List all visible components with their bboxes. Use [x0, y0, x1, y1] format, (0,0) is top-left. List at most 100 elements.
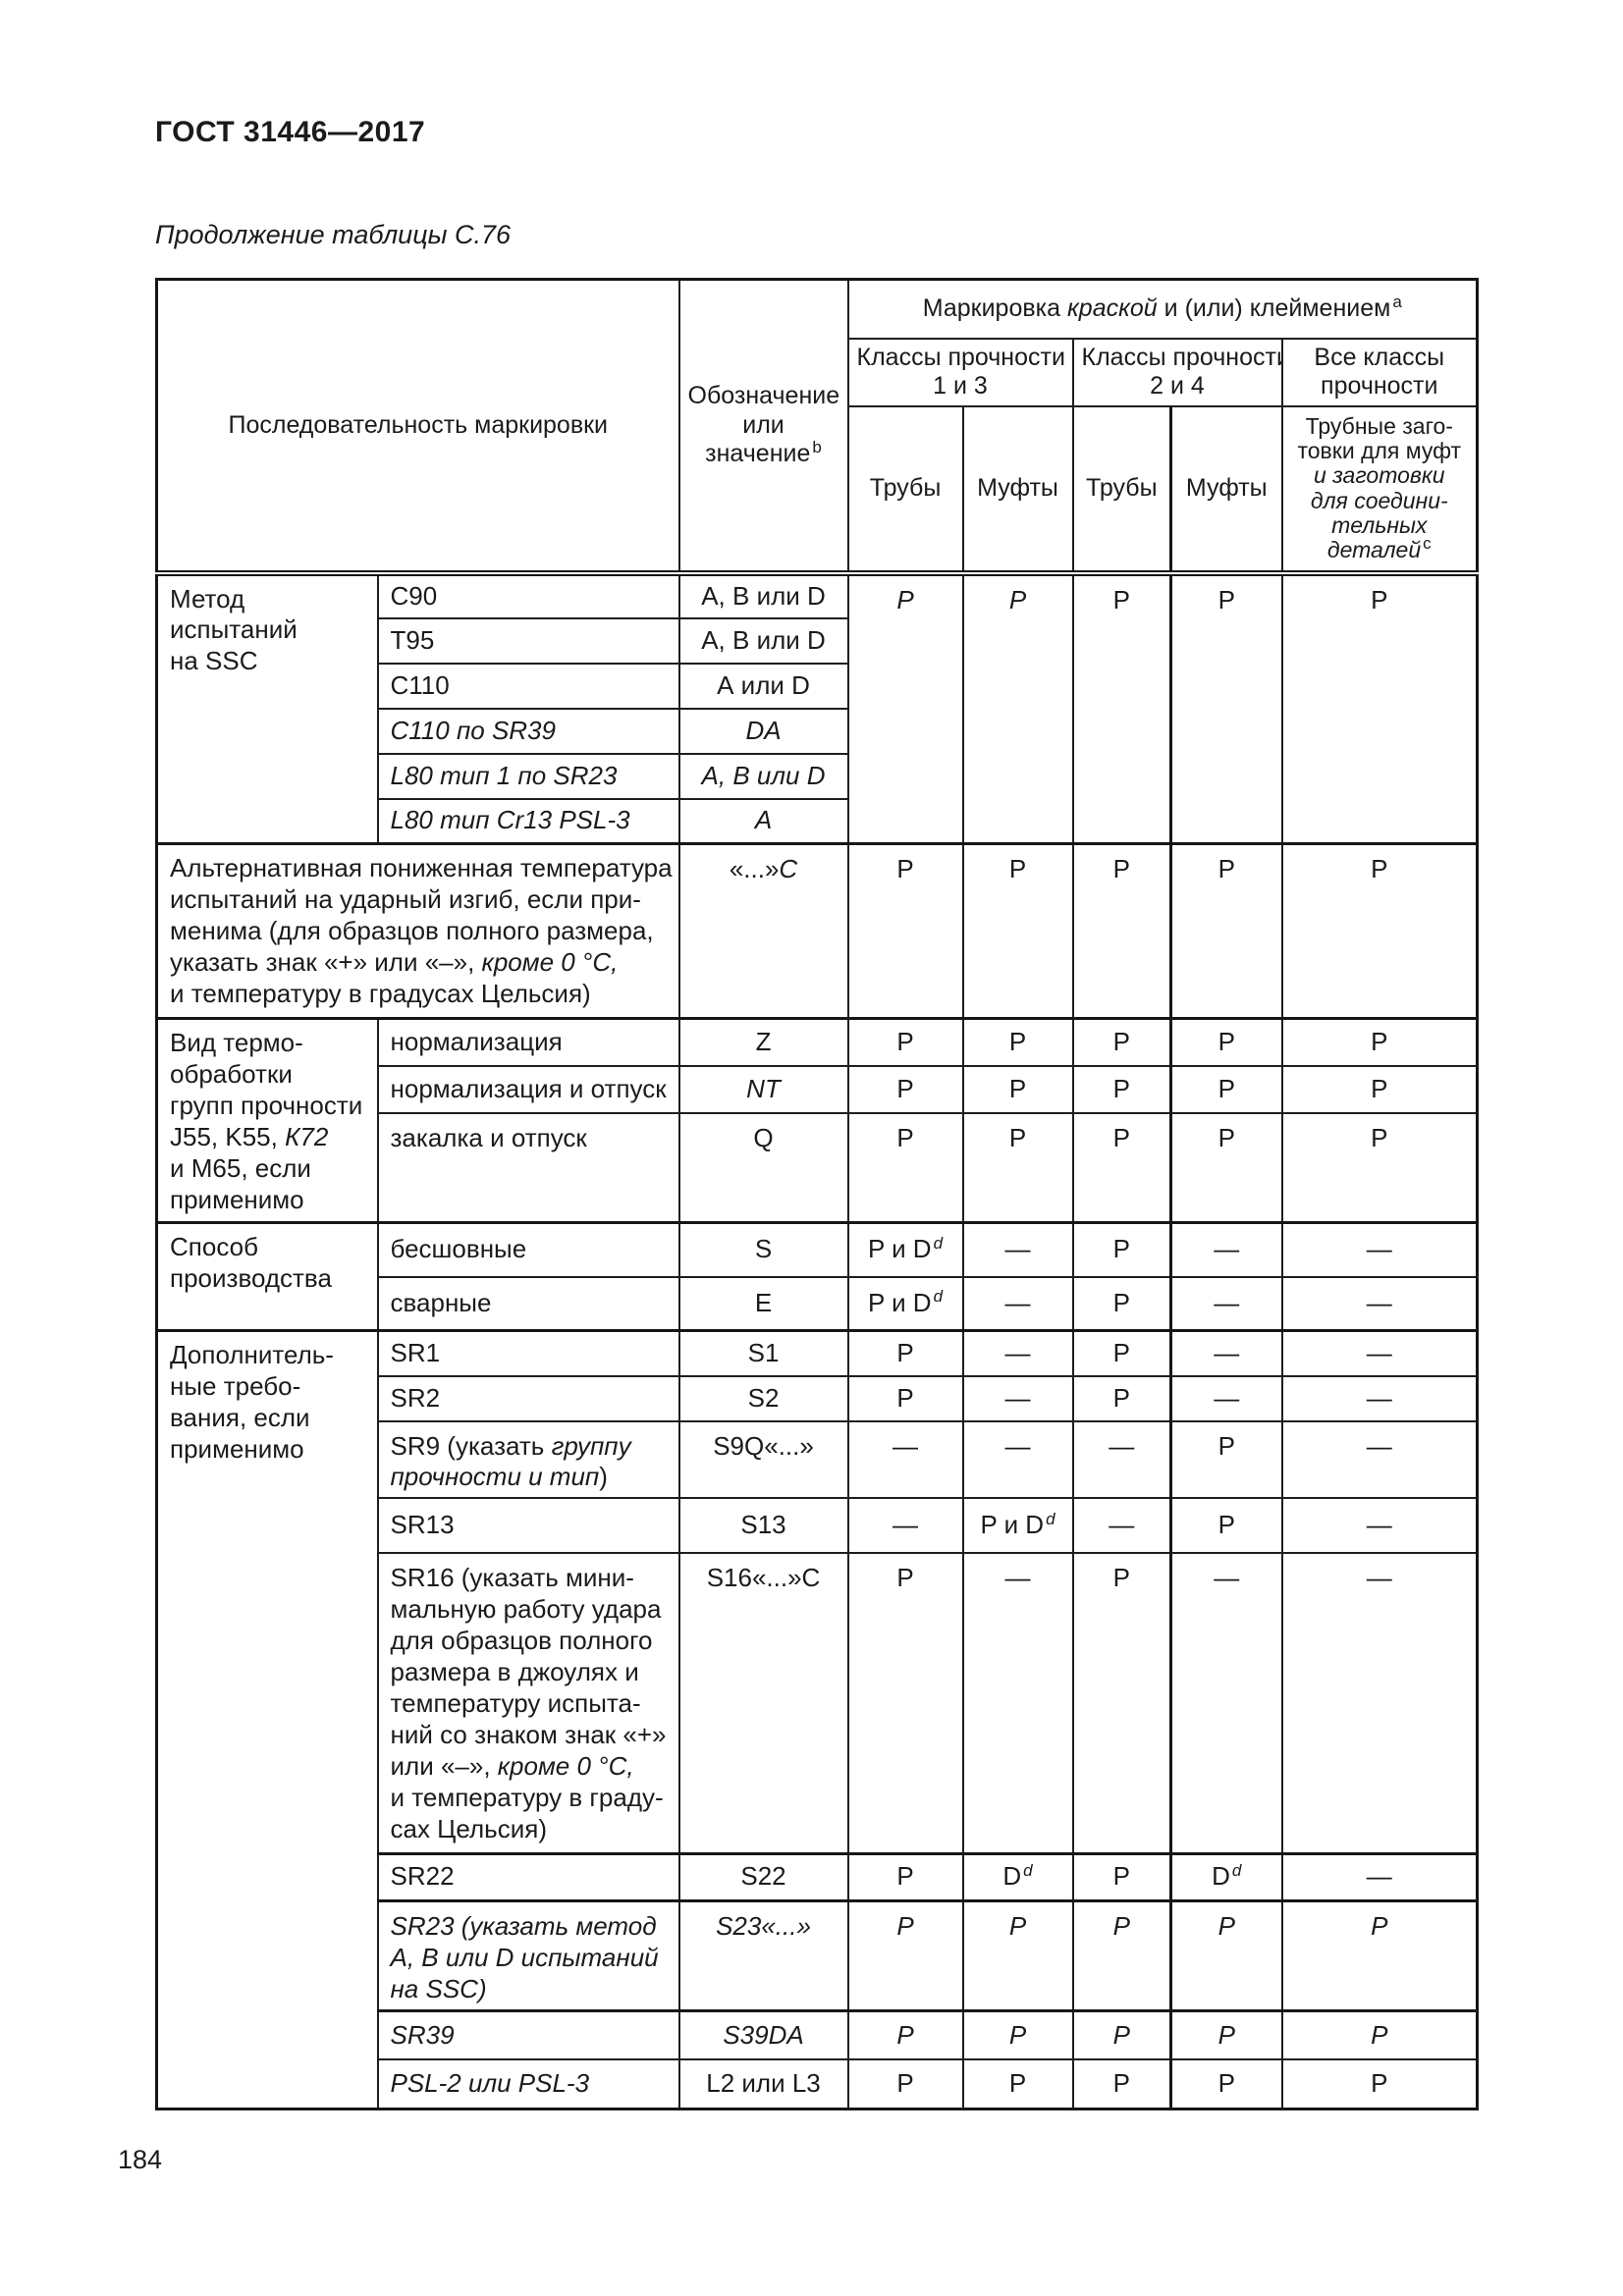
- mark-cell: P: [961, 1017, 1074, 1067]
- mark-cell: P: [846, 1329, 964, 1377]
- group-cell-supplementary-requirements: Дополнитель- ные требо- вания, если прим…: [155, 1329, 379, 2110]
- text-segment: P и D: [867, 1287, 932, 1317]
- value-cell: «...»С: [677, 842, 849, 1020]
- mark-cell: P: [1071, 1851, 1172, 1902]
- text-line: указать знак «+» или «–», кроме 0 °С,: [170, 947, 671, 979]
- header-row-3: Трубы Муфты Трубы Муфты Трубные заго- то…: [157, 404, 1479, 576]
- label-cell: SR13: [376, 1497, 680, 1555]
- header-pipes-2: Трубы: [1071, 404, 1172, 576]
- text-line: прочности: [1321, 372, 1438, 400]
- table-row: PSL-2 или PSL-3 L2 или L3 P P P P P: [157, 2058, 1479, 2110]
- mark-cell: P: [1280, 1111, 1479, 1224]
- mark-cell: P: [1071, 1275, 1172, 1332]
- mark-cell: P: [1280, 2008, 1479, 2061]
- table-row: L80 тип Cr13 PSL-3 А: [157, 797, 1478, 845]
- text-line: температуру испыта-: [390, 1688, 641, 1719]
- value-cell: S2: [677, 1374, 849, 1422]
- mark-cell: —: [1280, 1497, 1479, 1555]
- mark-cell: P: [1280, 2058, 1479, 2110]
- text-line: J55, K55, К72: [170, 1122, 369, 1153]
- table-row: SR2 S2 P — P — —: [157, 1374, 1479, 1422]
- label-cell-alt-temperature: Альтернативная пониженная температура ис…: [155, 842, 680, 1020]
- mark-cell: P: [1169, 1111, 1283, 1224]
- text-line: 2 и 4: [1150, 372, 1205, 400]
- text-line: SR9 (указать группу: [391, 1431, 671, 1463]
- text-line: Метод: [170, 583, 245, 614]
- italic-segment: прочности и тип: [390, 1462, 600, 1492]
- text-line: 1 и 3: [933, 372, 988, 400]
- mark-cell: P: [1071, 1374, 1172, 1422]
- mark-cell: P: [1169, 842, 1283, 1020]
- mark-cell: P: [1071, 1017, 1172, 1067]
- text-line: или: [742, 410, 784, 439]
- text-line: прочности и тип): [391, 1462, 671, 1493]
- header-pipes-1: Трубы: [846, 404, 964, 576]
- mark-cell: —: [1280, 1851, 1479, 1902]
- value-cell: А или D: [677, 662, 849, 710]
- mark-cell: —: [1280, 1552, 1479, 1855]
- mark-cell: P: [1071, 1329, 1172, 1377]
- text-line: и температуру в градусах Цельсия): [170, 978, 591, 1008]
- text-line: испытаний на ударный изгиб, если при-: [170, 883, 641, 914]
- label-cell: Т95: [376, 616, 680, 665]
- mark-cell: P: [846, 1064, 964, 1114]
- label-cell: С110 по SR39: [376, 707, 680, 755]
- table-row: SR16 (указать мини- мальную работу удара…: [157, 1552, 1479, 1855]
- text-line: на SSC: [170, 646, 258, 676]
- header-strength-classes-1-3: Классы прочности 1 и 3: [846, 337, 1074, 407]
- italic-segment: группу: [551, 1430, 631, 1461]
- mark-cell: —: [1169, 1552, 1283, 1855]
- mark-cell: P: [846, 571, 964, 845]
- text-line: групп прочности: [170, 1090, 363, 1120]
- label-cell: бесшовные: [376, 1221, 680, 1278]
- mark-cell: —: [1071, 1419, 1172, 1500]
- value-cell: А: [677, 797, 849, 845]
- text-line: Дополнитель-: [170, 1340, 334, 1369]
- value-cell: S23«...»: [677, 1898, 849, 2012]
- text-line: Трубные заго-: [1305, 412, 1453, 439]
- text-segment: значение: [705, 440, 811, 467]
- group-cell-production-method: Способ производства: [155, 1221, 379, 1332]
- mark-cell: P: [961, 2008, 1074, 2061]
- header-row-2: Классы прочности 1 и 3 Классы прочности …: [157, 337, 1479, 407]
- label-cell: SR22: [376, 1851, 680, 1902]
- value-cell: А, В или D: [677, 616, 849, 665]
- italic-line: тельных: [1331, 511, 1428, 538]
- table-row: С110 по SR39 DA: [157, 707, 1478, 755]
- mark-cell: P: [1280, 1017, 1479, 1067]
- mark-cell: P: [961, 2058, 1074, 2110]
- mark-cell: P: [1071, 571, 1172, 845]
- label-cell: PSL-2 или PSL-3: [376, 2058, 680, 2110]
- mark-cell: —: [1280, 1419, 1479, 1500]
- mark-cell: P: [846, 1552, 964, 1855]
- mark-cell: —: [1280, 1374, 1479, 1422]
- table-row: Метод испытаний на SSC С90 А, В или D P …: [155, 571, 1479, 845]
- group-cell-heat-treatment: Вид термо- обработки групп прочности J55…: [155, 1017, 379, 1224]
- text-line: на SSC): [390, 1973, 487, 2003]
- label-cell: L80 тип Cr13 PSL-3: [376, 797, 680, 845]
- mark-cell: P: [1071, 842, 1172, 1020]
- superscript: d: [1046, 1509, 1055, 1528]
- text-segment: или «–»,: [390, 1751, 498, 1782]
- superscript: d: [1231, 1860, 1242, 1880]
- table-row: закалка и отпуск Q P P P P P: [157, 1111, 1479, 1224]
- mark-cell: P: [846, 842, 964, 1020]
- mark-cell: —: [961, 1419, 1074, 1500]
- italic-segment: краской: [1066, 294, 1158, 322]
- text-line: или «–», кроме 0 °С,: [391, 1751, 671, 1783]
- mark-cell: —: [961, 1374, 1074, 1422]
- text-segment: SR9 (указать: [390, 1430, 552, 1461]
- italic-segment: К72: [285, 1121, 329, 1151]
- table-row: С110 А или D: [157, 662, 1478, 710]
- label-cell: SR2: [376, 1374, 680, 1422]
- text-line: производства: [170, 1262, 332, 1293]
- value-cell: Q: [677, 1111, 849, 1224]
- mark-cell: P: [846, 1017, 964, 1067]
- mark-cell: P: [1071, 1111, 1172, 1224]
- text-line: и М65, если: [170, 1152, 311, 1183]
- label-cell: SR9 (указать группу прочности и тип): [376, 1419, 680, 1500]
- value-cell: S16«...»С: [677, 1552, 849, 1855]
- group-cell-ssc-method: Метод испытаний на SSC: [155, 571, 379, 845]
